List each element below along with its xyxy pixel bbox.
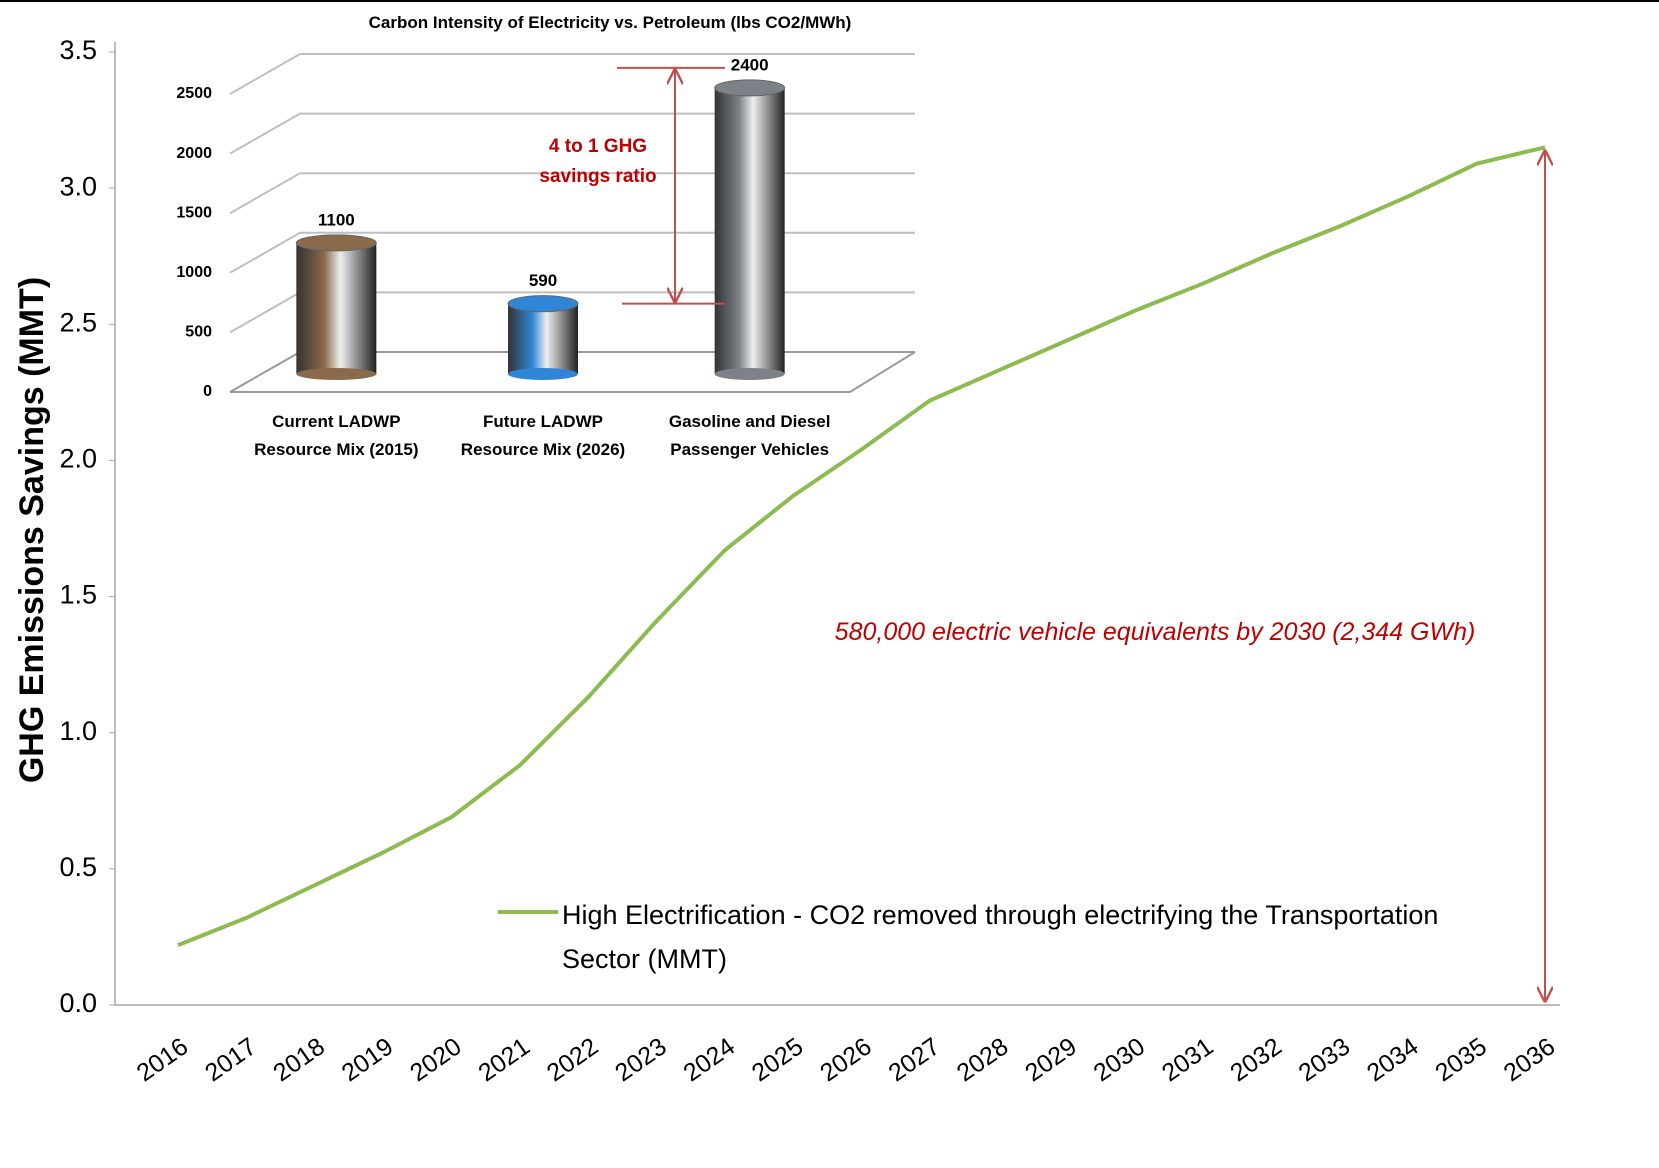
bar-base <box>714 368 785 380</box>
x-tick-label: 2031 <box>1157 1032 1219 1087</box>
bar-top <box>507 295 579 313</box>
inset-x-label: Current LADWP Resource Mix (2015) <box>254 412 419 459</box>
x-tick-label: 2025 <box>747 1032 809 1087</box>
y-axis-title: GHG Emissions Savings (MMT) <box>13 277 51 783</box>
bar <box>296 242 377 374</box>
ratio-annotation: 4 to 1 GHG savings ratio <box>539 136 657 187</box>
x-tick-label: 2026 <box>815 1032 877 1087</box>
inset-title: Carbon Intensity of Electricity vs. Petr… <box>368 13 852 32</box>
x-tick-label: 2036 <box>1499 1032 1561 1087</box>
bar-top <box>714 79 786 97</box>
x-tick-label: 2028 <box>952 1032 1014 1087</box>
x-tick-label: 2019 <box>337 1032 399 1087</box>
inset-y-tick-label: 2000 <box>176 145 212 162</box>
y-tick-label: 2.0 <box>59 444 97 474</box>
inset-y-tick-label: 1000 <box>176 264 212 281</box>
floor <box>230 351 916 393</box>
inset-y-tick-label: 2500 <box>176 85 212 102</box>
annotation: 580,000 electric vehicle equivalents by … <box>834 618 1476 646</box>
x-tick-label: 2033 <box>1294 1032 1356 1087</box>
x-tick-label: 2020 <box>405 1032 467 1087</box>
bar-base <box>296 368 377 380</box>
x-tick-label: 2024 <box>678 1032 740 1087</box>
y-tick-label: 3.0 <box>59 171 97 201</box>
x-tick-label: 2023 <box>610 1032 672 1087</box>
grid-line <box>229 112 915 155</box>
x-tick-label: 2034 <box>1362 1032 1424 1087</box>
x-tick-label: 2035 <box>1430 1032 1492 1087</box>
y-tick-label: 3.5 <box>59 35 97 65</box>
x-tick-label: 2018 <box>268 1032 330 1087</box>
x-tick-label: 2022 <box>542 1032 604 1087</box>
value-label: 2400 <box>731 55 769 74</box>
grid-line <box>229 172 915 215</box>
inset-y-tick-label: 0 <box>203 383 212 400</box>
x-tick-label: 2016 <box>132 1032 194 1087</box>
y-tick-label: 1.0 <box>59 716 97 746</box>
bar <box>714 87 785 375</box>
bar-base <box>508 368 578 380</box>
value-label: 590 <box>529 271 557 290</box>
x-tick-label: 2021 <box>473 1032 535 1087</box>
x-tick-label: 2027 <box>883 1032 945 1087</box>
inset-x-label: Gasoline and Diesel Passenger Vehicles <box>668 412 831 459</box>
y-tick-label: 1.5 <box>59 580 97 610</box>
inset-x-label: Future LADWP Resource Mix (2026) <box>460 412 626 459</box>
series-line <box>177 145 1546 947</box>
legend-label: High Electrification - CO2 removed throu… <box>562 900 1439 974</box>
x-tick-label: 2017 <box>200 1032 262 1087</box>
y-tick-label: 0.0 <box>59 988 97 1018</box>
value-label: 1100 <box>318 210 355 229</box>
x-tick-label: 2030 <box>1089 1032 1151 1087</box>
x-tick-label: 2029 <box>1020 1032 1082 1087</box>
x-tick-label: 2032 <box>1225 1032 1287 1087</box>
grid-line <box>229 231 915 274</box>
bar-top <box>295 234 377 252</box>
bar <box>508 303 578 374</box>
grid-line <box>229 53 915 95</box>
inset-y-tick-label: 500 <box>185 324 212 341</box>
y-tick-label: 2.5 <box>59 307 97 337</box>
y-tick-label: 0.5 <box>59 852 97 882</box>
inset-y-tick-label: 1500 <box>176 204 212 221</box>
